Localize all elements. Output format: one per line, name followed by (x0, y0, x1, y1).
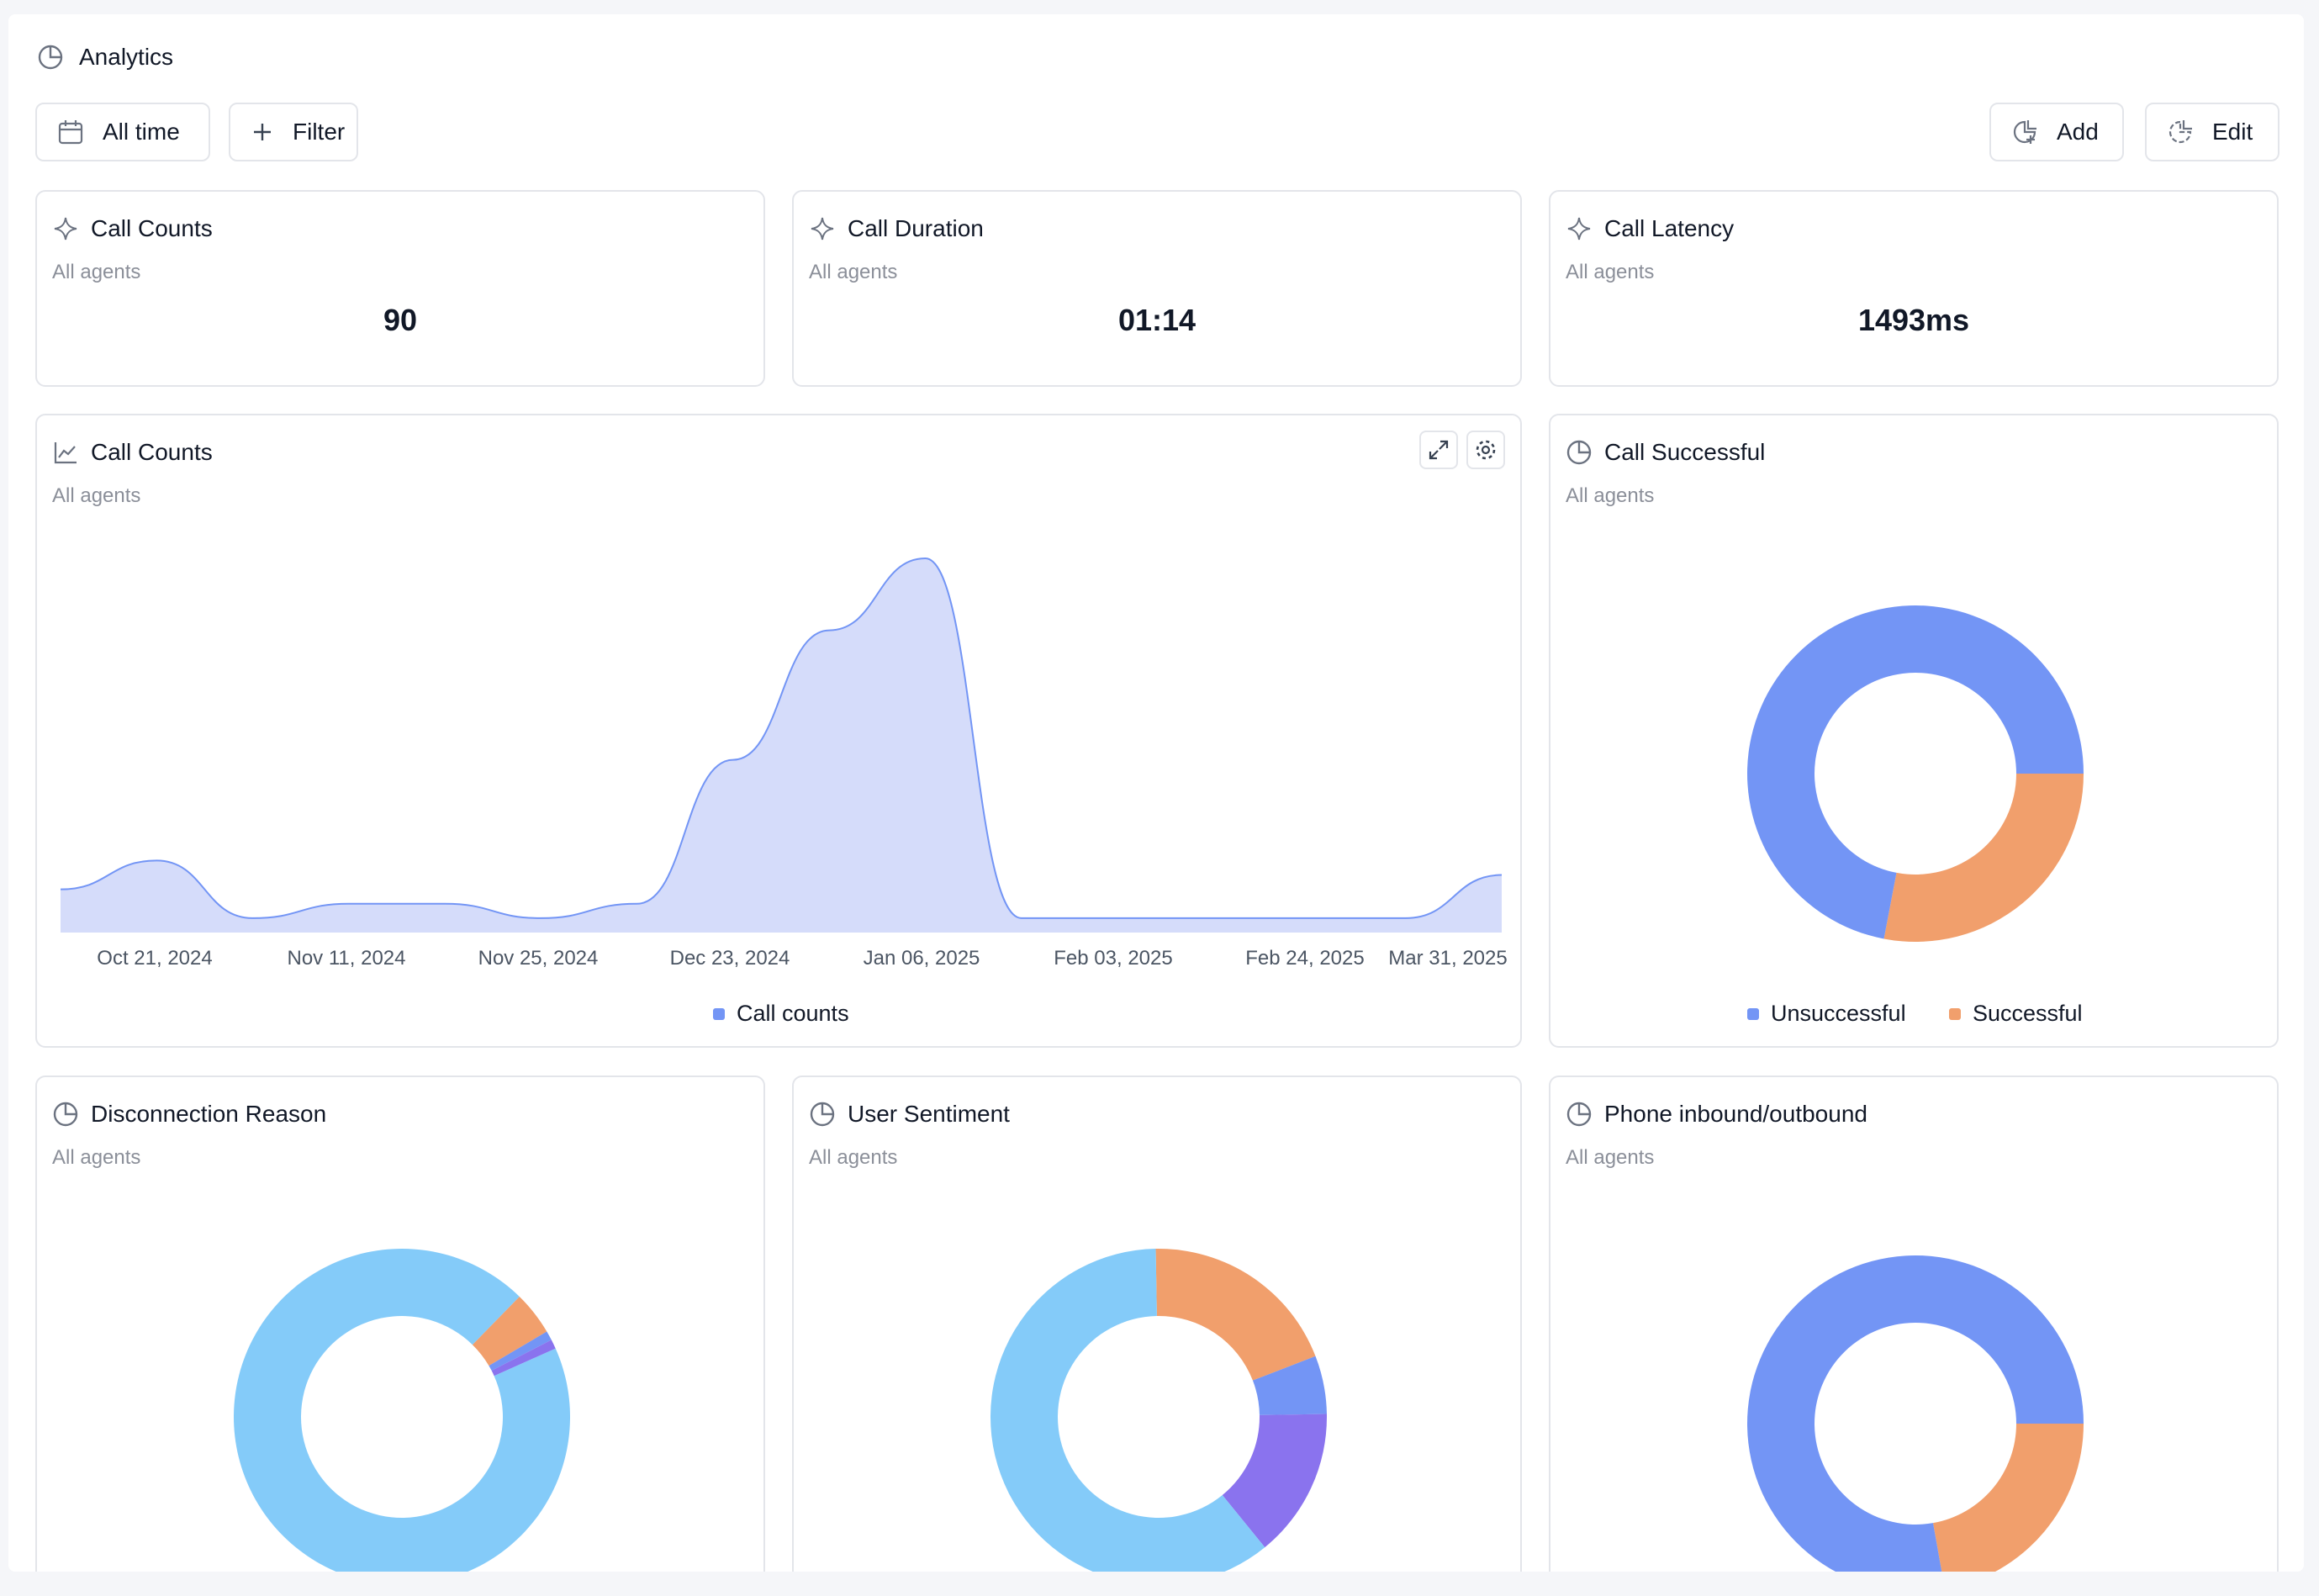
legend-item-unsuccessful[interactable]: Unsuccessful (1747, 1001, 1906, 1027)
x-tick-label: Dec 23, 2024 (669, 947, 790, 970)
filter-button[interactable]: Filter (229, 103, 358, 161)
donut-slice[interactable] (1883, 774, 2084, 942)
legend-swatch (713, 1007, 725, 1020)
x-tick-label: Oct 21, 2024 (97, 947, 213, 970)
chart-card-header: User Sentiment (809, 1101, 1010, 1128)
area-fill (61, 558, 1502, 933)
expand-icon (1425, 436, 1452, 463)
stat-card-header: Call Duration (809, 215, 984, 242)
call-successful-donut (1747, 605, 2084, 942)
donut-slice[interactable] (472, 1296, 547, 1366)
filter-label: Filter (293, 119, 346, 145)
phone-direction-card: Phone inbound/outbound All agents (1549, 1075, 2279, 1572)
expand-button[interactable] (1419, 431, 1458, 469)
chart-subtitle: All agents (1566, 1146, 1655, 1169)
call-successful-card: Call Successful All agents Unsuccessful … (1549, 414, 2279, 1048)
line-chart-icon (52, 439, 79, 466)
user-sentiment-donut (990, 1249, 1327, 1572)
donut-slice[interactable] (489, 1331, 552, 1371)
donut-slice[interactable] (491, 1340, 556, 1377)
sparkle-icon (52, 215, 79, 242)
date-range-button[interactable]: All time (35, 103, 210, 161)
settings-button[interactable] (1466, 431, 1505, 469)
donut-slice[interactable] (1747, 605, 2084, 939)
stat-card-header: Call Latency (1566, 215, 1734, 242)
date-range-label: All time (103, 119, 180, 145)
add-chart-button[interactable]: Add (1989, 103, 2124, 161)
sparkle-icon (809, 215, 836, 242)
legend-swatch (1949, 1007, 1961, 1020)
stat-title: Call Latency (1604, 215, 1735, 241)
chart-card-header: Phone inbound/outbound (1566, 1101, 1867, 1128)
pie-chart-icon (1566, 439, 1593, 466)
chart-card-header: Call Successful (1566, 439, 1765, 466)
edit-chart-icon (2167, 119, 2194, 145)
donut-slice[interactable] (990, 1249, 1265, 1572)
donut-slice[interactable] (234, 1249, 570, 1572)
chart-title: Call Counts (91, 439, 213, 465)
x-tick-label: Feb 24, 2025 (1245, 947, 1365, 970)
plus-icon (251, 119, 274, 145)
legend-label: Unsuccessful (1771, 1001, 1906, 1026)
stat-value: 01:14 (1117, 303, 1196, 337)
chart-subtitle: All agents (52, 484, 141, 507)
edit-button[interactable]: Edit (2145, 103, 2279, 161)
call-counts-chart-card: Call Counts All agents Oct 21, 2024 Nov 1… (35, 414, 1522, 1048)
pie-chart-icon (52, 1101, 79, 1128)
edit-label: Edit (2212, 119, 2253, 145)
chart-subtitle: All agents (52, 1146, 141, 1169)
user-sentiment-card: User Sentiment All agents (792, 1075, 1522, 1572)
chart-card-header: Disconnection Reason (52, 1101, 326, 1128)
page-header: Analytics (37, 43, 173, 71)
stat-card-call-counts: Call Counts All agents 90 (35, 190, 765, 387)
add-chart-icon (2011, 119, 2038, 145)
phone-direction-donut (1747, 1255, 2084, 1572)
stat-card-call-latency: Call Latency All agents 1493ms (1549, 190, 2279, 387)
stat-title: Call Counts (91, 215, 213, 241)
legend-item-successful[interactable]: Successful (1949, 1001, 2083, 1027)
legend-item-call-counts[interactable]: Call counts (713, 1001, 849, 1027)
legend-label: Call counts (737, 1001, 849, 1026)
stat-subtitle: All agents (1566, 261, 1655, 283)
chart-card-header: Call Counts (52, 439, 213, 466)
call-counts-area-chart (60, 557, 1503, 933)
x-tick-label: Feb 03, 2025 (1054, 947, 1173, 970)
stat-card-call-duration: Call Duration All agents 01:14 (792, 190, 1522, 387)
add-label: Add (2057, 119, 2099, 145)
donut-slice[interactable] (1155, 1249, 1316, 1381)
donut-slice[interactable] (1747, 1255, 2084, 1572)
chart-subtitle: All agents (1566, 484, 1655, 507)
area-line (60, 557, 1503, 919)
x-tick-label: Mar 31, 2025 (1388, 947, 1508, 970)
x-tick-label: Jan 06, 2025 (863, 947, 980, 970)
chart-title: Phone inbound/outbound (1604, 1101, 1867, 1127)
page-title: Analytics (79, 44, 174, 70)
chart-title: User Sentiment (848, 1101, 1010, 1127)
donut-slice[interactable] (1252, 1356, 1327, 1415)
x-tick-label: Nov 25, 2024 (478, 947, 599, 970)
pie-chart-icon (809, 1101, 836, 1128)
donut-slice[interactable] (1933, 1424, 2084, 1572)
stat-value: 1493ms (1857, 303, 1970, 337)
analytics-page: Analytics All time Filter Add Edit Call … (8, 14, 2304, 1572)
stat-card-header: Call Counts (52, 215, 213, 242)
chart-subtitle: All agents (809, 1146, 898, 1169)
stat-value: 90 (383, 303, 418, 337)
chart-title: Disconnection Reason (91, 1101, 327, 1127)
x-tick-label: Nov 11, 2024 (287, 947, 406, 970)
calendar-icon (57, 119, 84, 145)
gear-icon (1472, 436, 1499, 463)
pie-chart-icon (37, 44, 64, 71)
stat-title: Call Duration (848, 215, 984, 241)
stat-subtitle: All agents (809, 261, 898, 283)
legend-label: Successful (1973, 1001, 2083, 1026)
disconnection-reason-card: Disconnection Reason All agents (35, 1075, 765, 1572)
legend-swatch (1747, 1007, 1759, 1020)
pie-chart-icon (1566, 1101, 1593, 1128)
chart-title: Call Successful (1604, 439, 1766, 465)
disconnection-reason-donut (234, 1249, 570, 1572)
donut-slice[interactable] (1222, 1414, 1327, 1548)
sparkle-icon (1566, 215, 1593, 242)
stat-subtitle: All agents (52, 261, 141, 283)
